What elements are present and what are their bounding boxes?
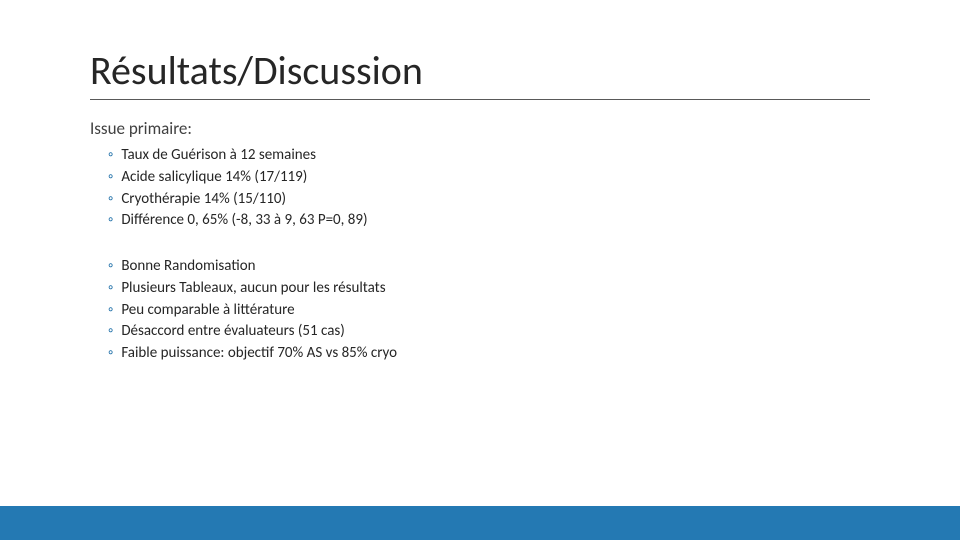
bullet-icon: ◦: [108, 300, 113, 322]
bullet-text: Taux de Guérison à 12 semaines: [121, 145, 316, 167]
bottom-accent-bar: [0, 506, 960, 540]
list-item: ◦ Désaccord entre évaluateurs (51 cas): [108, 321, 870, 343]
bullet-icon: ◦: [108, 145, 113, 167]
bullet-text: Cryothérapie 14% (15/110): [121, 189, 286, 211]
bullet-icon: ◦: [108, 189, 113, 211]
bullet-icon: ◦: [108, 278, 113, 300]
list-item: ◦ Différence 0, 65% (-8, 33 à 9, 63 P=0,…: [108, 210, 870, 232]
bullet-icon: ◦: [108, 321, 113, 343]
list-item: ◦ Faible puissance: objectif 70% AS vs 8…: [108, 343, 870, 365]
bullet-text: Plusieurs Tableaux, aucun pour les résul…: [121, 278, 385, 300]
list-item: ◦ Bonne Randomisation: [108, 256, 870, 278]
bullet-text: Peu comparable à littérature: [121, 300, 294, 322]
bullet-text: Bonne Randomisation: [121, 256, 255, 278]
bullet-text: Acide salicylique 14% (17/119): [121, 167, 307, 189]
bullet-text: Faible puissance: objectif 70% AS vs 85%…: [121, 343, 397, 365]
bullet-group-1: ◦ Taux de Guérison à 12 semaines ◦ Acide…: [108, 145, 870, 232]
bullet-icon: ◦: [108, 256, 113, 278]
bullet-icon: ◦: [108, 210, 113, 232]
list-item: ◦ Plusieurs Tableaux, aucun pour les rés…: [108, 278, 870, 300]
bullet-text: Différence 0, 65% (-8, 33 à 9, 63 P=0, 8…: [121, 210, 367, 232]
list-item: ◦ Peu comparable à littérature: [108, 300, 870, 322]
bullet-icon: ◦: [108, 167, 113, 189]
list-item: ◦ Cryothérapie 14% (15/110): [108, 189, 870, 211]
list-item: ◦ Acide salicylique 14% (17/119): [108, 167, 870, 189]
slide: Résultats/Discussion Issue primaire: ◦ T…: [0, 0, 960, 540]
bullet-group-2: ◦ Bonne Randomisation ◦ Plusieurs Tablea…: [108, 256, 870, 365]
list-item: ◦ Taux de Guérison à 12 semaines: [108, 145, 870, 167]
slide-subhead: Issue primaire:: [90, 118, 870, 139]
slide-title: Résultats/Discussion: [90, 46, 870, 100]
bullet-icon: ◦: [108, 343, 113, 365]
bullet-text: Désaccord entre évaluateurs (51 cas): [121, 321, 345, 343]
